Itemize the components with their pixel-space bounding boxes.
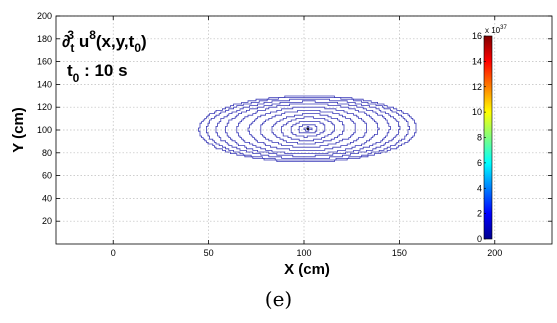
contour-line xyxy=(198,95,417,162)
y-tick-label: 120 xyxy=(37,102,52,112)
contour-line xyxy=(206,97,410,161)
x-tick-label: 150 xyxy=(392,248,407,258)
colorbar-tick-label: 8 xyxy=(477,133,482,143)
y-axis-label: Y (cm) xyxy=(10,107,27,153)
colorbar-tick-label: 6 xyxy=(477,158,482,168)
contour-line xyxy=(215,98,401,159)
contour-line xyxy=(303,126,313,132)
figure-caption: (e) xyxy=(264,287,293,311)
y-tick-label: 160 xyxy=(37,57,52,67)
y-tick-label: 200 xyxy=(37,11,52,21)
contour-line xyxy=(236,103,380,154)
x-tick-label: 0 xyxy=(111,248,116,258)
contour-line xyxy=(247,106,367,151)
y-tick-label: 20 xyxy=(42,216,52,226)
contour-line xyxy=(260,110,356,148)
x-tick-label: 200 xyxy=(487,248,502,258)
y-tick-label: 180 xyxy=(37,34,52,44)
contour-line xyxy=(290,121,326,138)
contour-peak xyxy=(306,127,310,131)
x-tick-label: 100 xyxy=(296,248,311,258)
colorbar-tick-label: 14 xyxy=(472,56,482,66)
contour-line xyxy=(225,100,391,158)
colorbar-exponent: x 1037 xyxy=(485,25,507,35)
colorbar-tick-label: 10 xyxy=(472,107,482,117)
y-tick-label: 140 xyxy=(37,79,52,89)
y-tick-label: 100 xyxy=(37,125,52,135)
contour-line xyxy=(281,116,335,142)
y-tick-label: 80 xyxy=(42,148,52,158)
x-tick-label: 50 xyxy=(204,248,214,258)
contour-line xyxy=(271,113,345,145)
colorbar-tick-label: 16 xyxy=(472,31,482,41)
contour-line xyxy=(297,124,318,134)
annotation-line-2: t0 : 10 s xyxy=(67,61,128,85)
y-tick-label: 60 xyxy=(42,171,52,181)
colorbar-tick-label: 4 xyxy=(477,183,482,193)
colorbar-tick-label: 12 xyxy=(472,82,482,92)
colorbar-tick-label: 2 xyxy=(477,209,482,219)
x-axis-label: X (cm) xyxy=(284,261,330,278)
y-tick-label: 40 xyxy=(42,193,52,203)
colorbar-tick-label: 0 xyxy=(477,234,482,244)
annotation-line-1: ∂t3 u8(x,y,t0) xyxy=(62,28,147,55)
